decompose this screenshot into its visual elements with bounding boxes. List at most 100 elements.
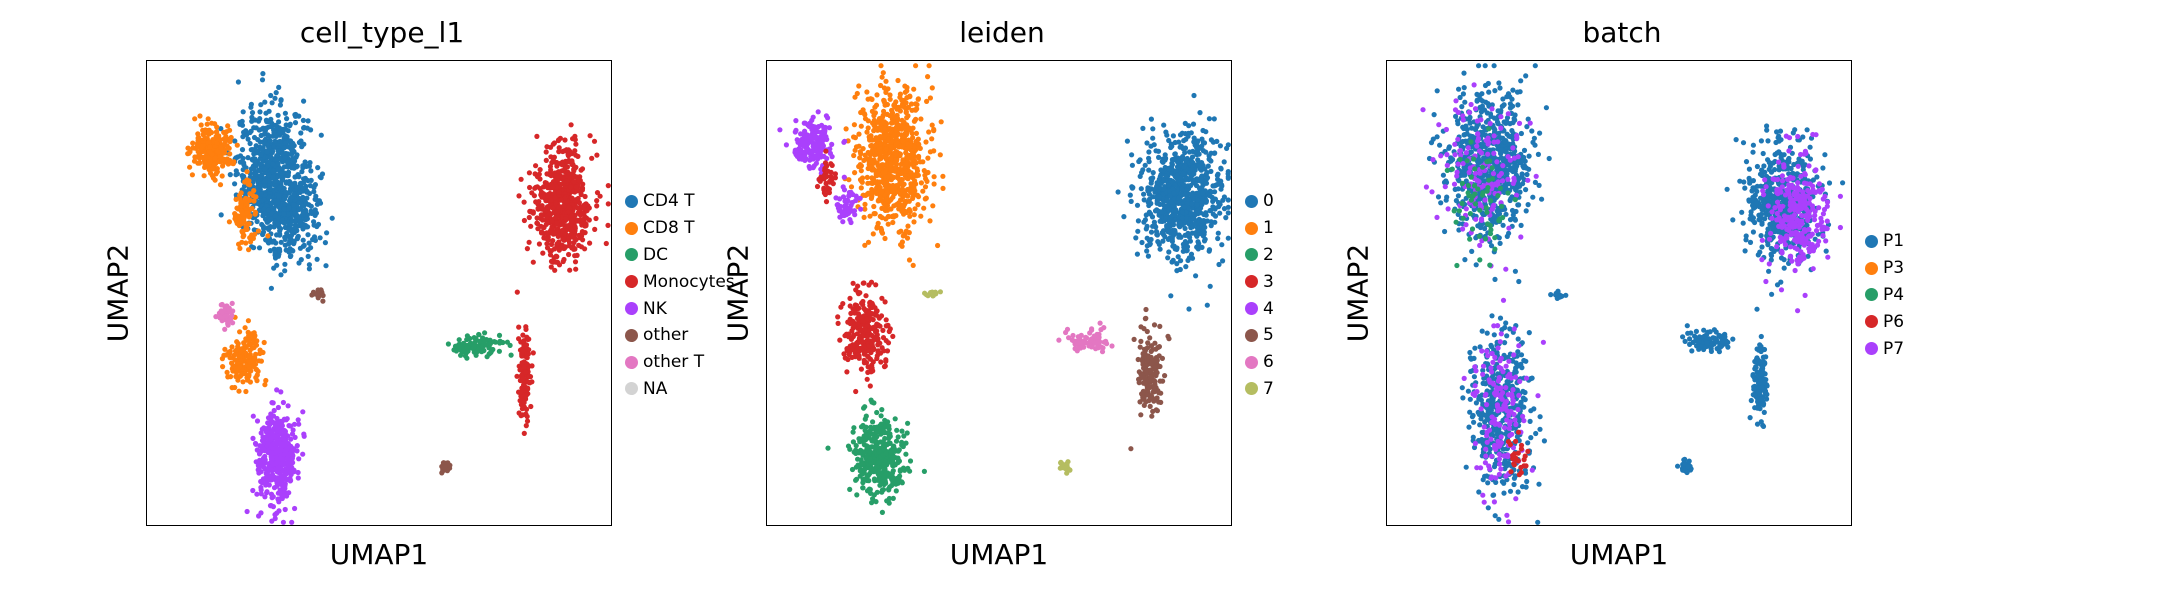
scatter-point bbox=[474, 348, 481, 355]
scatter-point bbox=[523, 324, 529, 330]
scatter-point bbox=[895, 77, 901, 84]
scatter-point bbox=[923, 139, 929, 145]
scatter-point bbox=[266, 178, 272, 184]
scatter-point bbox=[1191, 135, 1197, 141]
scatter-point bbox=[862, 116, 869, 122]
scatter-point bbox=[1163, 155, 1169, 161]
scatter-point bbox=[858, 168, 864, 174]
scatter-point bbox=[857, 155, 863, 161]
scatter-point bbox=[224, 369, 230, 375]
scatter-point bbox=[890, 219, 896, 226]
scatter-point bbox=[1152, 189, 1158, 195]
scatter-point bbox=[877, 195, 884, 201]
scatter-point bbox=[897, 151, 903, 157]
scatter-point bbox=[1141, 191, 1147, 197]
scatter-point bbox=[269, 211, 275, 217]
scatter-point bbox=[295, 469, 301, 476]
scatter-point bbox=[528, 223, 534, 229]
scatter-point bbox=[240, 109, 246, 115]
scatter-point bbox=[1181, 164, 1187, 170]
scatter-point bbox=[1218, 166, 1224, 172]
scatter-point bbox=[907, 213, 913, 219]
scatter-point bbox=[281, 206, 287, 212]
scatter-point bbox=[540, 217, 546, 223]
scatter-point bbox=[285, 164, 291, 170]
scatter-point bbox=[1175, 200, 1182, 206]
scatter-point bbox=[547, 252, 554, 258]
scatter-point bbox=[274, 480, 280, 486]
scatter-point bbox=[280, 399, 286, 406]
scatter-point bbox=[903, 100, 909, 106]
scatter-point bbox=[314, 291, 320, 297]
scatter-point bbox=[1144, 248, 1150, 254]
scatter-point bbox=[862, 206, 868, 212]
scatter-point bbox=[281, 220, 287, 226]
scatter-point bbox=[816, 176, 822, 182]
scatter-point bbox=[220, 163, 226, 169]
scatter-point bbox=[1192, 221, 1198, 227]
scatter-point bbox=[306, 262, 312, 268]
scatter-point bbox=[873, 282, 879, 288]
scatter-point bbox=[850, 439, 856, 445]
scatter-point bbox=[268, 416, 274, 422]
scatter-point bbox=[594, 152, 600, 158]
scatter-point bbox=[257, 109, 263, 115]
scatter-point bbox=[289, 519, 295, 525]
scatter-point bbox=[1203, 212, 1209, 218]
scatter-point bbox=[572, 224, 578, 230]
scatter-point bbox=[282, 442, 288, 448]
scatter-point bbox=[1170, 243, 1176, 249]
scatter-point bbox=[1168, 144, 1174, 151]
scatter-point bbox=[521, 364, 527, 370]
scatter-point bbox=[872, 312, 878, 318]
scatter-point bbox=[220, 364, 226, 370]
y-axis-label: UMAP2 bbox=[101, 243, 135, 343]
scatter-point bbox=[496, 332, 503, 338]
scatter-point bbox=[1156, 194, 1162, 200]
scatter-point bbox=[871, 211, 877, 217]
scatter-point bbox=[1140, 125, 1146, 131]
scatter-point bbox=[476, 331, 482, 338]
scatter-point bbox=[931, 174, 937, 180]
scatter-point bbox=[918, 213, 924, 219]
scatter-point bbox=[1178, 143, 1184, 149]
scatter-point bbox=[860, 318, 867, 324]
scatter-point bbox=[1195, 138, 1201, 144]
scatter-point bbox=[1154, 184, 1160, 190]
scatter-point bbox=[313, 197, 319, 203]
scatter-point bbox=[1182, 239, 1188, 245]
scatter-point bbox=[457, 346, 463, 352]
scatter-point bbox=[853, 388, 859, 395]
legend-marker bbox=[625, 221, 638, 235]
scatter-point bbox=[556, 145, 562, 151]
scatter-point bbox=[233, 347, 239, 353]
scatter-point bbox=[929, 136, 935, 142]
scatter-point bbox=[847, 217, 853, 223]
scatter-point bbox=[849, 466, 856, 473]
scatter-point bbox=[573, 266, 579, 272]
legend-item: DC bbox=[625, 242, 735, 269]
scatter-point bbox=[237, 329, 243, 335]
scatter-point bbox=[186, 150, 192, 156]
scatter-point bbox=[525, 385, 531, 391]
scatter-point bbox=[1214, 138, 1220, 144]
scatter-point bbox=[291, 421, 298, 427]
scatter-point bbox=[1225, 235, 1231, 241]
scatter-point bbox=[822, 124, 828, 130]
scatter-point bbox=[275, 253, 281, 259]
scatter-point bbox=[272, 213, 278, 219]
scatter-point bbox=[877, 184, 883, 191]
scatter-point bbox=[279, 423, 285, 429]
scatter-point bbox=[927, 95, 933, 101]
scatter-point bbox=[237, 364, 243, 370]
scatter-point bbox=[1159, 230, 1165, 236]
scatter-point bbox=[526, 214, 532, 221]
scatter-point bbox=[324, 230, 330, 236]
scatter-point bbox=[1186, 205, 1192, 211]
scatter-point bbox=[1160, 159, 1166, 165]
scatter-point bbox=[1199, 218, 1205, 224]
scatter-point bbox=[248, 239, 254, 245]
scatter-point bbox=[862, 242, 868, 248]
scatter-point bbox=[536, 171, 542, 177]
scatter-point bbox=[870, 231, 876, 237]
